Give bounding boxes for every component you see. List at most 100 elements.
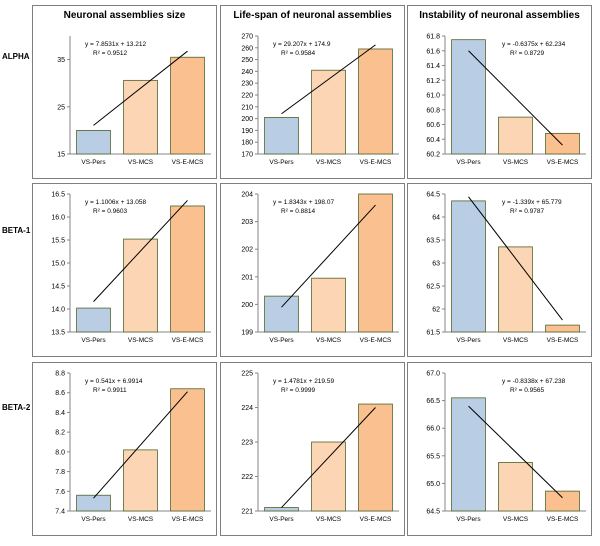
trend-r-squared: R² = 0.9512 <box>93 50 128 57</box>
chart-svg: 64.5 65.0 65.5 66.0 66.5 67.0 VS-Pers VS-MCS VS-… <box>426 371 586 523</box>
y-tick-label: 61.4 <box>426 63 440 70</box>
y-tick-label: 270 <box>241 34 253 41</box>
x-tick-label: VS-MCS <box>316 337 342 344</box>
y-tick-label: 190 <box>241 128 253 135</box>
chart-panel-beta1-lifespan: 199 200 201 202 203 204 VS-Pers VS-MCS VS-E-MCS y… <box>220 183 405 357</box>
trend-r-squared: R² = 0.9565 <box>510 387 545 394</box>
chart-svg: 221 222 223 224 225 VS-Pers VS-MCS VS-E-MCS y = … <box>241 371 399 523</box>
chart-panel-alpha-lifespan: Life-span of neuronal assemblies 170 180 1… <box>220 5 405 179</box>
y-tick-label: 250 <box>241 57 253 64</box>
bar <box>264 117 299 155</box>
x-tick-label: VS-MCS <box>503 337 529 344</box>
y-tick-label: 65.0 <box>426 481 440 488</box>
chart-svg: 15 25 35 VS-Pers VS-MCS VS-E-MCS y = 7.8531x +… <box>57 36 211 166</box>
chart-title: Neuronal assemblies size <box>63 10 186 21</box>
bar <box>170 388 205 512</box>
chart-svg: 7.4 7.6 7.8 8.0 8.2 8.4 8.6 8.8 VS-Pers VS-MCS VS-… <box>55 371 211 523</box>
y-tick-label: 7.6 <box>55 489 65 496</box>
y-tick-label: 170 <box>241 152 253 159</box>
trend-equation: y = 1.4781x + 219.59 <box>273 378 334 385</box>
y-tick-label: 66.5 <box>426 398 440 405</box>
trend-equation: y = -0.8338x + 67.238 <box>502 378 566 385</box>
y-tick-label: 61.2 <box>426 78 440 85</box>
y-tick-label: 61.8 <box>426 34 440 41</box>
trendline <box>468 50 563 146</box>
x-tick-label: VS-Pers <box>269 337 294 344</box>
x-tick-label: VS-E-MCS <box>360 337 392 344</box>
trend-r-squared: R² = 0.9584 <box>281 50 316 57</box>
chart-svg: 13.5 14.0 14.5 15.0 15.5 16.0 16.5 VS-Pers VS-MC… <box>51 192 211 344</box>
y-tick-label: 225 <box>241 371 253 378</box>
y-tick-label: 60.4 <box>426 137 440 144</box>
trend-r-squared: R² = 0.9911 <box>93 387 127 394</box>
chart-svg: 170 180 190 200 210 220 230 240 250 260 270 VS-Pers… <box>241 34 399 166</box>
row-label-beta-1: BETA-1 <box>2 226 31 235</box>
bar <box>498 116 533 155</box>
bar <box>170 205 205 333</box>
bar <box>545 132 580 155</box>
bar <box>76 307 111 333</box>
y-tick-label: 64.5 <box>426 509 440 516</box>
bar <box>358 193 393 333</box>
trend-equation: y = 7.8531x + 13.212 <box>85 41 146 48</box>
chart-svg: 61.5 62 62.5 63 63.5 64 64.5 VS-Pers VS-MCS VS-E-… <box>426 192 586 344</box>
trend-r-squared: R² = 0.9787 <box>510 208 545 215</box>
x-tick-label: VS-MCS <box>128 159 154 166</box>
chart-panel-beta1-size: 13.5 14.0 14.5 15.0 15.5 16.0 16.5 VS-Pers VS-MC… <box>32 183 217 357</box>
trendline <box>93 50 188 126</box>
y-tick-label: 61.6 <box>426 48 440 55</box>
y-tick-label: 35 <box>57 57 65 64</box>
y-tick-label: 60.8 <box>426 107 440 114</box>
y-tick-label: 180 <box>241 140 253 147</box>
chart-title: Instability of neuronal assemblies <box>419 10 580 21</box>
bar <box>76 130 111 155</box>
x-tick-label: VS-MCS <box>316 159 342 166</box>
x-tick-label: VS-MCS <box>128 337 154 344</box>
x-tick-label: VS-MCS <box>503 516 529 523</box>
chart-panel-alpha-size: Neuronal assemblies size 15 25 35 VS-Pers VS… <box>32 5 217 179</box>
trendline <box>93 200 188 302</box>
bar <box>76 494 111 512</box>
trendline <box>468 405 563 499</box>
trendline <box>281 204 376 308</box>
y-tick-label: 63.5 <box>426 238 440 245</box>
bar <box>545 324 580 333</box>
x-tick-label: VS-Pers <box>456 337 481 344</box>
y-tick-label: 224 <box>241 405 253 412</box>
y-tick-label: 223 <box>241 440 253 447</box>
x-tick-label: VS-Pers <box>81 159 106 166</box>
y-tick-label: 14.5 <box>51 284 65 291</box>
chart-panel-beta2-size: 7.4 7.6 7.8 8.0 8.2 8.4 8.6 8.8 VS-Pers VS-MCS VS-… <box>32 362 217 536</box>
y-tick-label: 60.6 <box>426 122 440 129</box>
trend-equation: y = 0.541x + 6.9914 <box>85 378 143 385</box>
x-tick-label: VS-Pers <box>456 159 481 166</box>
chart-title: Life-span of neuronal assemblies <box>233 10 392 21</box>
trendline <box>93 391 188 499</box>
bar <box>358 48 393 155</box>
bar <box>264 295 299 333</box>
bar <box>311 69 346 155</box>
bar <box>498 246 533 333</box>
y-tick-label: 64 <box>432 215 440 222</box>
x-tick-label: VS-Pers <box>81 516 106 523</box>
bar <box>545 490 580 512</box>
y-tick-label: 240 <box>241 69 253 76</box>
bar <box>498 462 533 512</box>
y-tick-label: 220 <box>241 93 253 100</box>
y-tick-label: 199 <box>241 330 253 337</box>
y-tick-label: 200 <box>241 116 253 123</box>
y-tick-label: 63 <box>432 261 440 268</box>
bar <box>451 39 486 155</box>
y-tick-label: 15.5 <box>51 238 65 245</box>
x-tick-label: VS-E-MCS <box>360 516 392 523</box>
bar <box>170 56 205 155</box>
y-tick-label: 202 <box>241 247 253 254</box>
chart-panel-alpha-instability: Instability of neuronal assemblies 60.2 6… <box>407 5 592 179</box>
bar <box>123 79 158 155</box>
bar <box>264 507 299 512</box>
y-tick-label: 62 <box>432 307 440 314</box>
y-tick-label: 61.5 <box>426 330 440 337</box>
y-tick-label: 8.2 <box>55 430 65 437</box>
y-tick-label: 8.8 <box>55 371 65 378</box>
